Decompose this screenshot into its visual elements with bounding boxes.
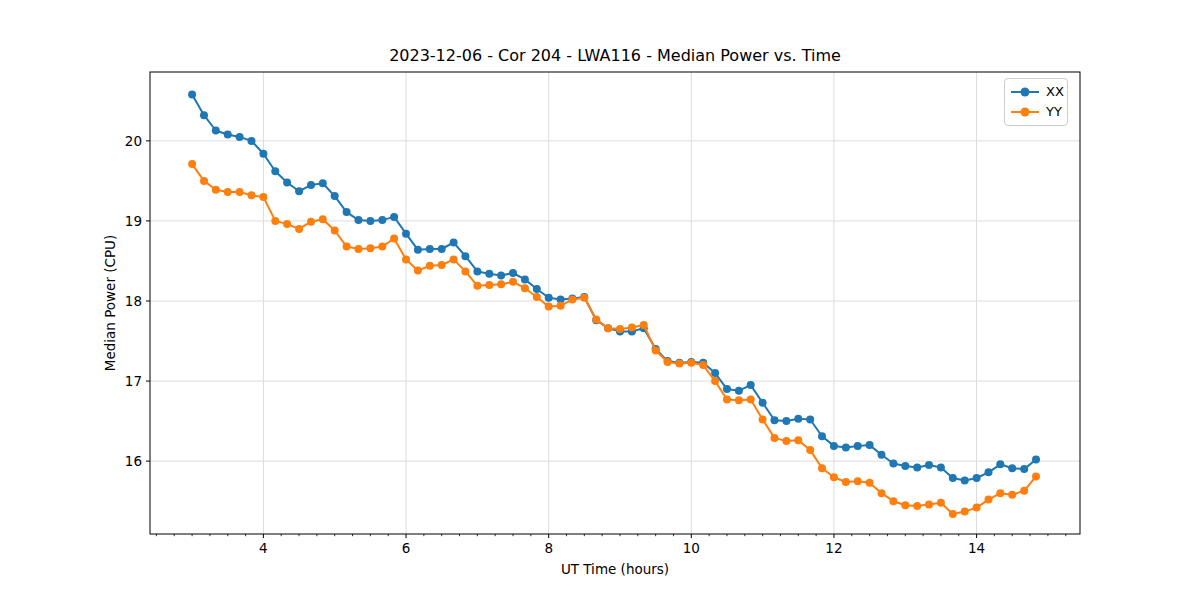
x-axis-label: UT Time (hours)	[150, 561, 1080, 577]
x-axis-ticks: 4 6 8 10 12 14	[259, 534, 985, 556]
x-tick-label: 4	[259, 540, 268, 556]
x-tick-label: 14	[968, 540, 985, 556]
y-tick-label: 18	[125, 293, 142, 309]
x-tick-label: 10	[683, 540, 700, 556]
x-tick-label: 8	[544, 540, 553, 556]
legend-label-xx: XX	[1046, 84, 1064, 100]
y-tick-label: 16	[125, 453, 142, 469]
legend-line-marker-icon	[1011, 107, 1039, 117]
chart-title: 2023-12-06 - Cor 204 - LWA116 - Median P…	[150, 46, 1080, 65]
x-tick-label: 6	[402, 540, 411, 556]
y-axis-ticks: 16 17 18 19 20	[125, 133, 150, 469]
legend-line-marker-icon	[1011, 87, 1039, 97]
y-tick-label: 17	[125, 373, 142, 389]
series-yy	[188, 160, 1040, 518]
series-xx	[188, 90, 1040, 484]
legend-entry-yy: YY	[1011, 104, 1061, 120]
legend: XX YY	[1004, 78, 1068, 126]
y-tick-label: 19	[125, 213, 142, 229]
x-tick-label: 12	[825, 540, 842, 556]
y-axis-label: Median Power (CPU)	[102, 235, 118, 371]
legend-label-yy: YY	[1046, 104, 1062, 120]
legend-entry-xx: XX	[1011, 84, 1061, 100]
chart-figure: 4 6 8 10 12 14 16 17 18 19 20 2023-12-06 - Cor 204…	[0, 0, 1200, 600]
y-tick-label: 20	[125, 133, 142, 149]
